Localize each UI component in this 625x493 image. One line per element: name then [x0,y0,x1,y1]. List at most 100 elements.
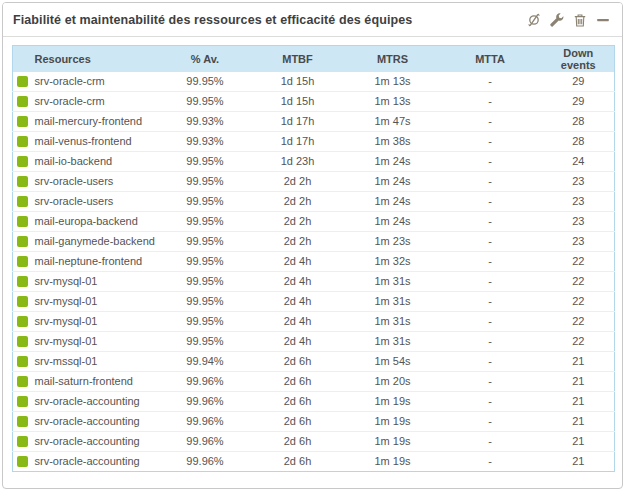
resource-name: srv-mysql-01 [33,272,163,292]
widget-title: Fiabilité et maintenabilité des ressourc… [13,13,527,27]
mtrs-value: 1m 19s [348,412,438,432]
resource-name: mail-io-backend [33,152,163,172]
down-events-value: 22 [543,252,615,272]
mtbf-value: 2d 6h [248,452,348,472]
status-ok-icon [17,216,28,227]
mtrs-value: 1m 20s [348,372,438,392]
minimize-button[interactable] [596,13,610,27]
down-events-value: 22 [543,332,615,352]
refresh-icon [527,13,541,27]
column-header-resources[interactable]: Resources [33,46,163,73]
mtta-value: - [438,132,543,152]
column-header-mtta[interactable]: MTTA [438,46,543,73]
status-cell [13,192,33,212]
settings-button[interactable] [550,13,564,27]
resource-name: srv-oracle-accounting [33,412,163,432]
mtbf-value: 2d 4h [248,252,348,272]
table-row: mail-venus-frontend99.93%1d 17h1m 38s-28 [13,132,615,152]
delete-button[interactable] [573,13,587,27]
widget-header: Fiabilité et maintenabilité des ressourc… [3,3,622,37]
down-events-value: 23 [543,212,615,232]
mtbf-value: 2d 4h [248,292,348,312]
minimize-icon [596,13,610,27]
table-row: srv-oracle-accounting99.96%2d 6h1m 19s-2… [13,392,615,412]
table-row: srv-mysql-0199.95%2d 4h1m 31s-22 [13,312,615,332]
status-ok-icon [17,456,28,467]
mtrs-value: 1m 24s [348,152,438,172]
table-row: mail-ganymede-backend99.95%2d 2h1m 23s-2… [13,232,615,252]
resource-name: srv-oracle-accounting [33,392,163,412]
availability-table: Resources % Av. MTBF MTRS MTTA Down even… [12,45,615,472]
mtrs-value: 1m 47s [348,112,438,132]
resource-name: srv-mysql-01 [33,332,163,352]
mtrs-value: 1m 24s [348,172,438,192]
mtta-value: - [438,272,543,292]
trash-icon [573,13,587,27]
down-events-value: 21 [543,392,615,412]
mtta-value: - [438,192,543,212]
mtta-value: - [438,232,543,252]
mtrs-value: 1m 13s [348,72,438,92]
table-row: mail-io-backend99.95%1d 23h1m 24s-24 [13,152,615,172]
resource-name: srv-oracle-crm [33,92,163,112]
table-row: srv-mssql-0199.94%2d 6h1m 54s-21 [13,352,615,372]
column-header-mtbf[interactable]: MTBF [248,46,348,73]
table-row: srv-oracle-accounting99.96%2d 6h1m 19s-2… [13,452,615,472]
mtrs-value: 1m 31s [348,312,438,332]
status-ok-icon [17,356,28,367]
availability-value: 99.96% [163,392,248,412]
status-ok-icon [17,376,28,387]
mtrs-value: 1m 31s [348,272,438,292]
status-cell [13,212,33,232]
availability-value: 99.95% [163,332,248,352]
availability-value: 99.95% [163,72,248,92]
availability-value: 99.95% [163,92,248,112]
resource-name: srv-oracle-crm [33,72,163,92]
status-cell [13,272,33,292]
availability-value: 99.95% [163,152,248,172]
status-ok-icon [17,236,28,247]
column-header-down-events[interactable]: Down events [543,46,615,73]
mtrs-value: 1m 24s [348,192,438,212]
status-ok-icon [17,156,28,167]
resource-name: srv-oracle-users [33,172,163,192]
status-ok-icon [17,276,28,287]
availability-value: 99.95% [163,192,248,212]
mtrs-value: 1m 31s [348,292,438,312]
table-row: srv-oracle-crm99.95%1d 15h1m 13s-29 [13,72,615,92]
mtta-value: - [438,212,543,232]
status-ok-icon [17,196,28,207]
availability-value: 99.93% [163,112,248,132]
mtbf-value: 2d 4h [248,332,348,352]
mtta-value: - [438,172,543,192]
status-cell [13,432,33,452]
wrench-icon [550,13,564,27]
refresh-button[interactable] [527,13,541,27]
status-ok-icon [17,396,28,407]
mtrs-value: 1m 31s [348,332,438,352]
status-ok-icon [17,136,28,147]
resource-name: srv-oracle-accounting [33,452,163,472]
resource-name: srv-oracle-accounting [33,432,163,452]
mtbf-value: 1d 17h [248,112,348,132]
resource-name: mail-europa-backend [33,212,163,232]
resource-name: mail-venus-frontend [33,132,163,152]
resource-name: srv-mssql-01 [33,352,163,372]
down-events-value: 23 [543,172,615,192]
column-header-mtrs[interactable]: MTRS [348,46,438,73]
resource-name: mail-ganymede-backend [33,232,163,252]
down-events-value: 22 [543,292,615,312]
column-header-availability[interactable]: % Av. [163,46,248,73]
mtbf-value: 2d 6h [248,392,348,412]
widget-body: Resources % Av. MTBF MTRS MTTA Down even… [3,37,622,480]
status-cell [13,292,33,312]
down-events-value: 23 [543,192,615,212]
mtbf-value: 1d 23h [248,152,348,172]
down-events-value: 22 [543,272,615,292]
column-header-status [13,46,33,73]
resource-name: mail-saturn-frontend [33,372,163,392]
availability-value: 99.95% [163,292,248,312]
status-ok-icon [17,336,28,347]
table-row: srv-oracle-users99.95%2d 2h1m 24s-23 [13,192,615,212]
mtrs-value: 1m 32s [348,252,438,272]
